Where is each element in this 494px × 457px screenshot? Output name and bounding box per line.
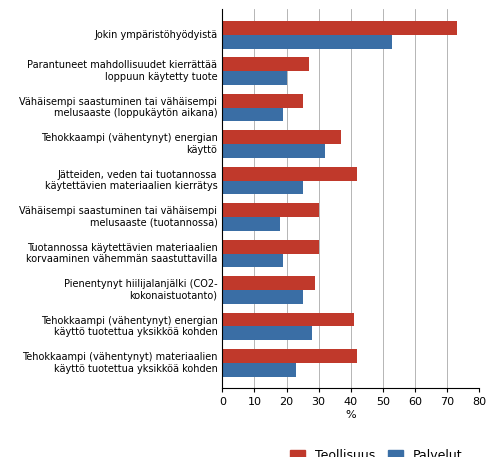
Bar: [222, 130, 341, 144]
Bar: [222, 71, 287, 85]
Bar: [222, 35, 392, 48]
X-axis label: %: %: [345, 410, 356, 420]
Bar: [222, 363, 296, 377]
Bar: [222, 57, 309, 71]
Bar: [222, 167, 357, 181]
Bar: [222, 203, 319, 217]
Bar: [222, 290, 302, 304]
Legend: Teollisuus, Palvelut: Teollisuus, Palvelut: [285, 444, 468, 457]
Bar: [222, 349, 357, 363]
Bar: [222, 94, 302, 107]
Bar: [222, 21, 456, 35]
Bar: [222, 313, 354, 326]
Bar: [222, 254, 283, 267]
Bar: [222, 217, 280, 231]
Bar: [222, 276, 315, 290]
Bar: [222, 144, 325, 158]
Bar: [222, 107, 283, 122]
Bar: [222, 181, 302, 194]
Bar: [222, 239, 319, 254]
Bar: [222, 326, 312, 340]
